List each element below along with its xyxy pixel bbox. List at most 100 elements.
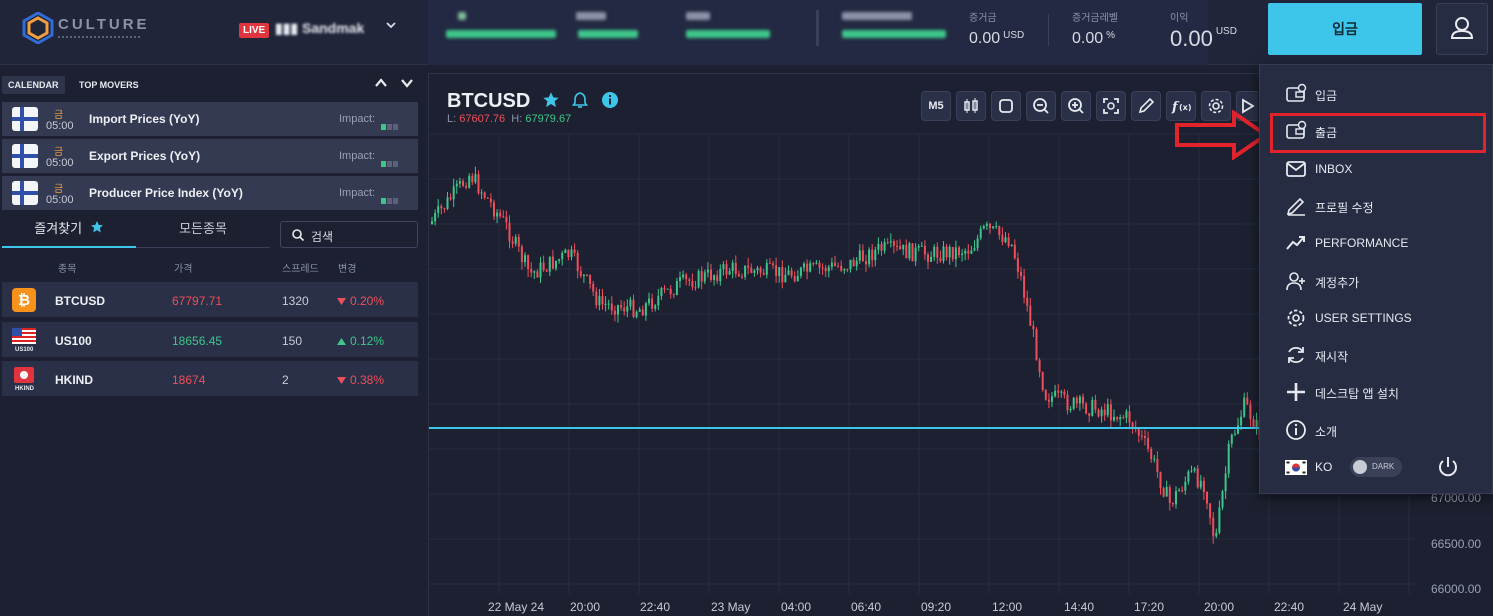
menu-item-4[interactable]: 프로필 수정 [1260,191,1493,221]
candle-body [737,274,740,277]
account-name[interactable]: ▮▮▮ Sandmak [275,20,365,36]
theme-toggle[interactable]: DARK [1350,457,1402,477]
candle-body [1233,433,1236,435]
user-menu-button[interactable] [1436,3,1488,55]
candle-body [564,249,567,254]
candle-body [1082,396,1084,404]
pencil-icon [1286,197,1305,216]
time-axis-label: 17:20 [1134,600,1165,614]
menu-item-2[interactable]: 출금 [1260,116,1493,146]
tab-top-movers[interactable]: TOP MOVERS [79,80,139,90]
menu-item-6[interactable]: 계정추가 [1260,266,1493,296]
chevron-down-icon[interactable] [399,76,415,93]
menu-item-5[interactable]: PERFORMANCE [1260,228,1493,258]
event-day: 금 [54,147,64,158]
candle-body [660,288,663,297]
candle-body [1252,419,1255,428]
pencil-icon[interactable] [1131,91,1161,121]
square-icon[interactable] [991,91,1021,121]
indicators-icon[interactable]: f (x) [1166,91,1196,121]
event-title: Import Prices (YoY) [89,112,200,126]
candle-body [883,242,886,251]
deposit-button[interactable]: 입금 [1268,3,1422,55]
candles-icon[interactable] [956,91,986,121]
candle-body [474,174,477,183]
menu-item-9[interactable]: 데스크탑 앱 설치 [1260,377,1493,407]
candle-body [1168,487,1171,503]
star-icon[interactable] [542,91,560,109]
candle-body [716,275,719,282]
candle-body [865,261,867,265]
candle-body [973,248,976,251]
zoom-in-icon[interactable] [1061,91,1091,121]
gear-icon[interactable] [1201,91,1231,121]
candle-body [468,175,471,188]
candle-body [1047,399,1050,402]
timeframe-button[interactable]: M5 [921,91,951,121]
tab-favorites[interactable]: 즐겨찾기 [2,214,136,248]
search-input[interactable]: 검색 [280,221,418,248]
candle-body [954,247,957,260]
candle-body [846,269,849,271]
candle-body [899,246,902,250]
candle-body [524,255,526,263]
time-axis-label: 22:40 [1274,600,1305,614]
candle-body [979,228,982,239]
menu-item-10[interactable]: 소개 [1260,415,1493,445]
menu-item-1[interactable]: 입금 [1260,79,1493,109]
impact-bar [387,124,392,130]
chevron-down-icon[interactable] [384,18,398,35]
chevron-up-icon[interactable] [373,76,389,93]
candle-body [1091,399,1094,416]
menu-item-7[interactable]: USER SETTINGS [1260,303,1493,333]
candle-body [772,263,774,266]
calendar-event[interactable]: 금 05:00 Producer Price Index (YoY) Impact: [2,176,418,211]
calendar-event[interactable]: 금 05:00 Export Prices (YoY) Impact: [2,139,418,174]
tab-all-markets[interactable]: 모든종목 [136,214,270,248]
candle-body [632,299,635,318]
time-axis-label: 06:40 [851,600,882,614]
candle-body [1106,404,1109,416]
candle-body [567,249,570,258]
fit-screen-icon[interactable] [1096,91,1126,121]
candle-body [799,267,802,276]
blurred-ticker [686,30,770,38]
candle-body [682,274,685,278]
candle-body [933,246,936,257]
market-symbol: HKIND [55,373,93,387]
market-row[interactable]: US100 US100 18656.45 150 0.12% [2,321,418,358]
candle-body [458,181,461,184]
candle-body [911,243,914,262]
calendar-event[interactable]: 금 05:00 Import Prices (YoY) Impact: [2,102,418,137]
candlestick-plot[interactable] [429,74,1415,594]
blurred-ticker [458,12,466,20]
menu-item-3[interactable]: INBOX [1260,154,1493,184]
info-icon[interactable] [601,91,619,109]
toggle-knob [1353,460,1367,474]
left-tabs: CALENDAR TOP MOVERS [0,74,420,96]
candle-body [868,249,871,265]
candle-body [697,270,700,288]
candle-body [1020,271,1022,277]
candle-body [976,238,979,249]
language-selector[interactable]: KO [1260,452,1493,482]
menu-item-8[interactable]: 재시작 [1260,340,1493,370]
candle-body [1156,458,1159,472]
zoom-out-icon[interactable] [1026,91,1056,121]
brand-logo[interactable]: CULTURE [22,12,147,48]
candle-body [1119,417,1122,420]
power-icon[interactable] [1436,455,1460,479]
tab-calendar[interactable]: CALENDAR [2,76,65,94]
candle-body [679,277,681,281]
market-row[interactable]: HKIND HKIND 18674 2 0.38% [2,361,418,397]
candle-body [917,246,920,248]
candle-body [589,274,592,284]
mail-icon [1286,160,1306,177]
bell-icon[interactable] [571,91,589,109]
candle-body [821,267,824,269]
market-row[interactable]: ₿ BTCUSD 67797.71 1320 0.20% [2,282,418,318]
event-title: Producer Price Index (YoY) [89,186,243,200]
candle-body [995,226,998,228]
candle-body [762,272,765,275]
candle-body [471,175,474,183]
